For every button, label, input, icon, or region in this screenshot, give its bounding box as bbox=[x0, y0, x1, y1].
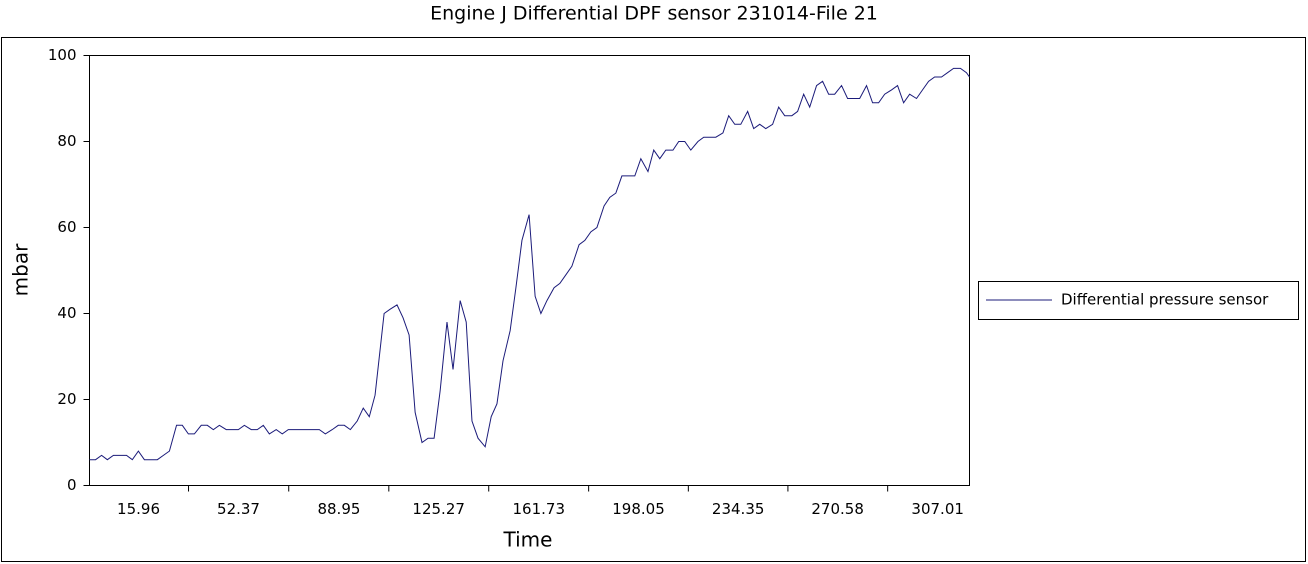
legend-label: Differential pressure sensor bbox=[1061, 291, 1269, 309]
x-tick-label: 15.96 bbox=[117, 500, 160, 518]
x-tick-label: 234.35 bbox=[712, 500, 765, 518]
y-axis-label: mbar bbox=[9, 243, 33, 296]
data-line bbox=[89, 67, 970, 461]
x-tick-label: 198.05 bbox=[612, 500, 665, 518]
x-tick-label: 270.58 bbox=[811, 500, 864, 518]
plot-area bbox=[89, 55, 970, 486]
x-axis-label: Time bbox=[503, 528, 553, 552]
chart-title: Engine J Differential DPF sensor 231014-… bbox=[430, 3, 878, 25]
y-tick-label: 60 bbox=[57, 218, 76, 236]
y-tick-label: 80 bbox=[57, 132, 76, 150]
x-tick-label: 88.95 bbox=[317, 500, 360, 518]
y-tick-label: 100 bbox=[48, 46, 77, 64]
y-tick-label: 40 bbox=[57, 304, 76, 322]
y-tick-label: 20 bbox=[57, 390, 76, 408]
x-tick-label: 52.37 bbox=[217, 500, 260, 518]
x-tick-label: 307.01 bbox=[911, 500, 964, 518]
x-tick-label: 161.73 bbox=[513, 500, 566, 518]
y-tick-label: 0 bbox=[67, 476, 77, 494]
chart-frame bbox=[1, 37, 1306, 562]
x-tick-label: 125.27 bbox=[412, 500, 465, 518]
legend: Differential pressure sensor bbox=[978, 281, 1299, 320]
